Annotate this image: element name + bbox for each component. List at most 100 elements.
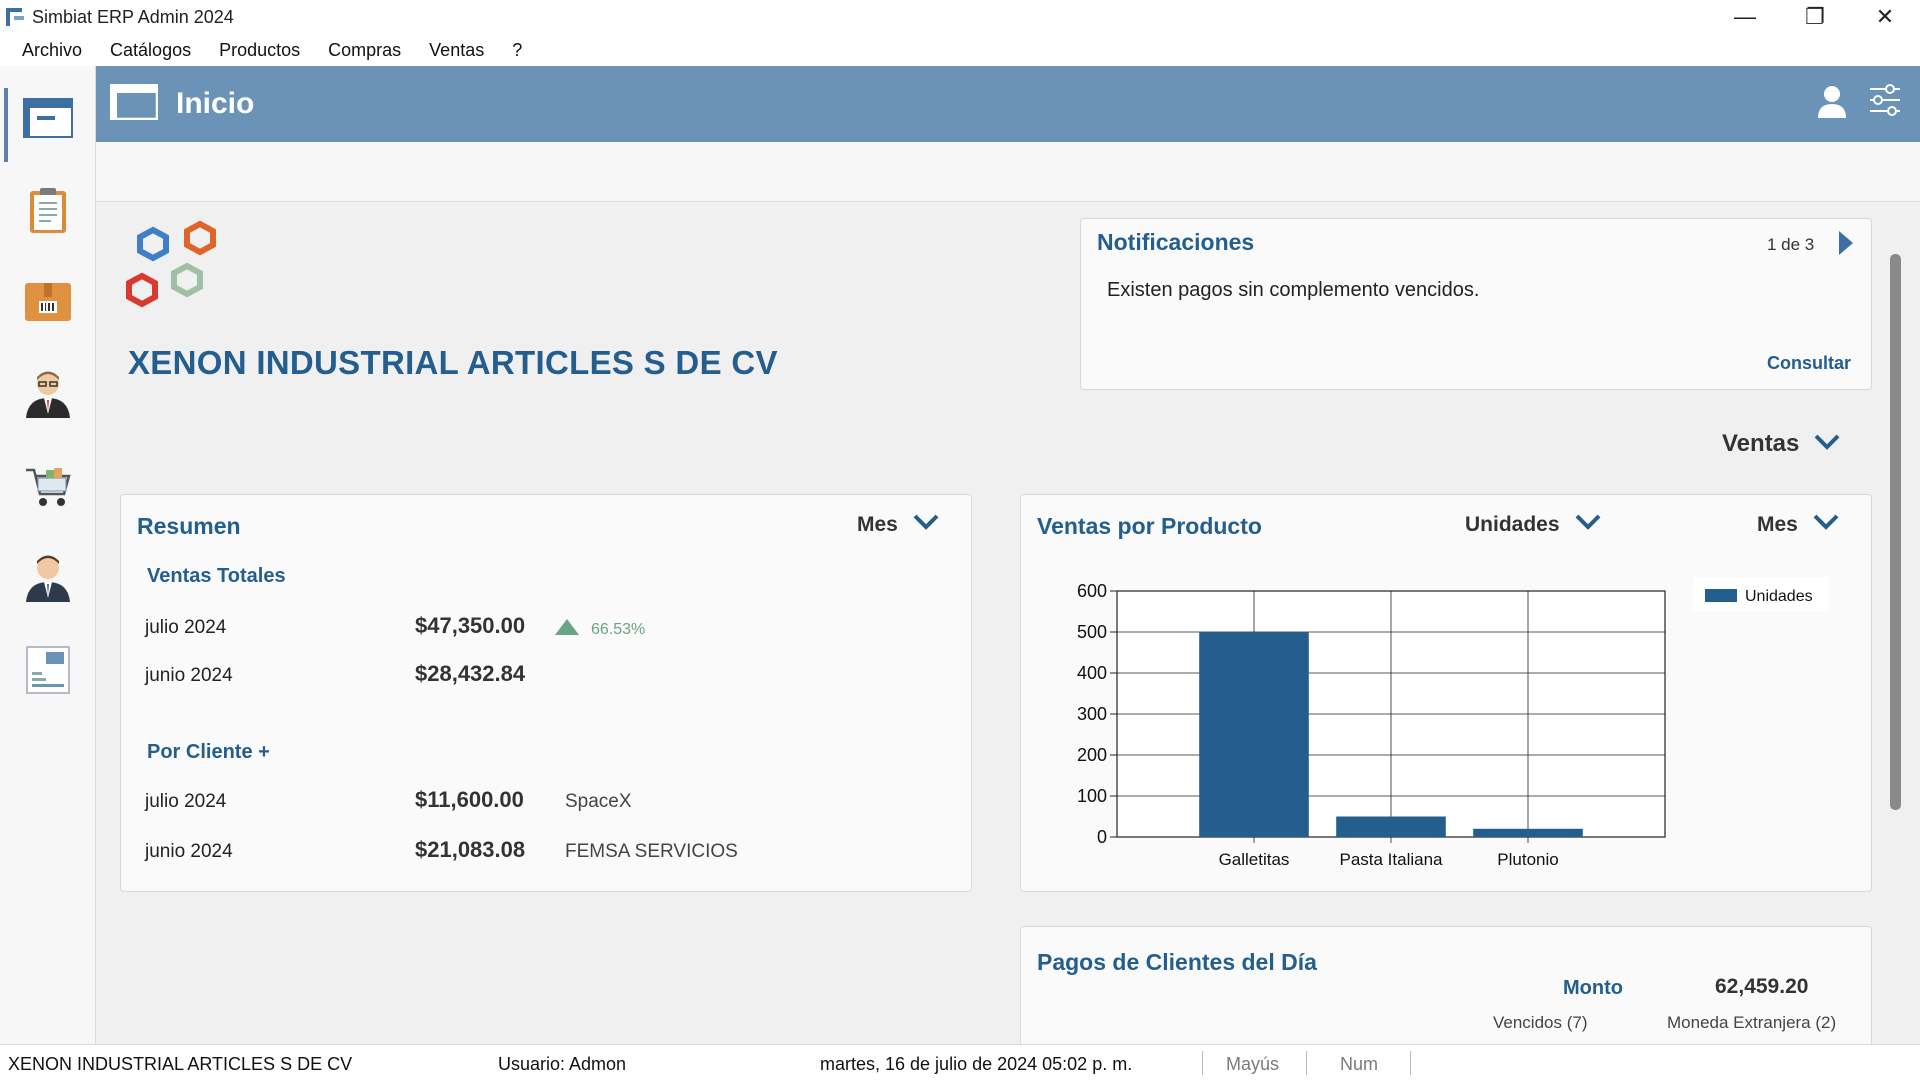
next-arrow-icon[interactable] (1837, 231, 1853, 260)
title-bar: Simbiat ERP Admin 2024 — ❐ ✕ (0, 0, 1920, 34)
chevron-down-icon (1813, 430, 1841, 458)
clipboard-icon (28, 186, 68, 239)
sidebar-item-compras[interactable] (0, 442, 96, 534)
chevron-down-icon (912, 513, 940, 537)
app-logo-icon (4, 6, 26, 28)
cliente-row-amount: $21,083.08 (415, 837, 526, 862)
close-button[interactable]: ✕ (1875, 4, 1895, 29)
supplier-person-icon (24, 368, 72, 425)
invoice-document-icon (26, 645, 70, 699)
y-tick-label: 600 (1077, 581, 1107, 601)
status-bar: XENON INDUSTRIAL ARTICLES S DE CV Usuari… (0, 1044, 1920, 1080)
restore-button[interactable]: ❐ (1805, 4, 1825, 29)
ventas-totales-title: Ventas Totales (147, 565, 286, 587)
ventas-dropdown[interactable]: Ventas (1722, 430, 1841, 458)
resumen-period-dropdown[interactable]: Mes (857, 513, 940, 537)
y-tick-label: 200 (1077, 745, 1107, 765)
menu-catalogos[interactable]: Catálogos (110, 39, 192, 60)
sidebar-item-documentos[interactable] (0, 166, 96, 258)
monto-value: 62,459.20 (1715, 975, 1809, 998)
sidebar-item-productos[interactable] (0, 258, 96, 350)
producto-period-dropdown[interactable]: Mes (1757, 513, 1840, 537)
status-caps-lock: Mayús (1226, 1054, 1280, 1074)
notifications-counter: 1 de 3 (1767, 235, 1815, 254)
sidebar (0, 66, 96, 1046)
legend-label: Unidades (1745, 588, 1813, 605)
product-box-icon (24, 281, 72, 328)
chevron-down-icon (1574, 513, 1602, 537)
window-title: Simbiat ERP Admin 2024 (32, 6, 234, 27)
minimize-button[interactable]: — (1734, 4, 1756, 29)
vencidos-link[interactable]: Vencidos (7) (1493, 1013, 1588, 1032)
monto-label: Monto (1563, 977, 1623, 999)
status-company: XENON INDUSTRIAL ARTICLES S DE CV (8, 1054, 353, 1074)
por-cliente-toggle[interactable]: Por Cliente + (147, 741, 270, 763)
producto-period-label: Mes (1757, 513, 1798, 536)
customer-person-icon (24, 552, 72, 609)
ventas-producto-panel: Ventas por Producto Unidades Mes 0 100 200… (1020, 494, 1872, 892)
sidebar-item-proveedores[interactable] (0, 350, 96, 442)
cliente-row-label: julio 2024 (145, 791, 227, 812)
x-tick-label: Pasta Italiana (1339, 850, 1443, 869)
cliente-row-name: FEMSA SERVICIOS (565, 841, 738, 862)
status-divider (1306, 1051, 1307, 1075)
company-logo (116, 218, 232, 335)
metric-dropdown-label: Unidades (1465, 513, 1560, 536)
bar (1473, 828, 1583, 837)
ventas-row-label: junio 2024 (145, 665, 233, 686)
shopping-cart-icon (24, 464, 72, 513)
x-tick-label: Galletitas (1219, 850, 1290, 869)
menu-productos[interactable]: Productos (219, 39, 301, 60)
y-tick-label: 100 (1077, 786, 1107, 806)
bar (1199, 632, 1309, 837)
cliente-row-name: SpaceX (565, 791, 632, 812)
status-num-lock: Num (1340, 1054, 1379, 1074)
resumen-title: Resumen (137, 513, 241, 539)
ventas-change-percent: 66.53% (591, 620, 646, 638)
menu-help[interactable]: ? (512, 39, 523, 60)
menu-bar: Archivo Catálogos Productos Compras Vent… (0, 34, 1920, 66)
home-dashboard-icon (23, 97, 73, 143)
notification-message: Existen pagos sin complemento vencidos. (1107, 279, 1480, 301)
x-tick-label: Plutonio (1497, 850, 1558, 869)
menu-ventas[interactable]: Ventas (429, 39, 485, 60)
ventas-producto-chart: 0 100 200 300 400 500 600 Galletitas Pasta Itali… (1077, 577, 1829, 869)
sidebar-item-clientes[interactable] (0, 534, 96, 626)
ventas-row-label: julio 2024 (145, 617, 227, 638)
sliders-icon[interactable] (1868, 84, 1902, 123)
page-header: Inicio (96, 66, 1920, 142)
user-icon[interactable] (1816, 84, 1848, 123)
scrollbar-thumb[interactable] (1890, 254, 1901, 810)
ventas-producto-title: Ventas por Producto (1037, 513, 1262, 539)
consultar-link[interactable]: Consultar (1767, 353, 1852, 373)
cliente-row-amount: $11,600.00 (415, 787, 524, 812)
resumen-period-label: Mes (857, 513, 898, 536)
metric-dropdown[interactable]: Unidades (1465, 513, 1602, 537)
chevron-down-icon (1812, 513, 1840, 537)
menu-compras[interactable]: Compras (328, 39, 402, 60)
moneda-extranjera-link[interactable]: Moneda Extranjera (2) (1667, 1013, 1837, 1032)
ventas-change: 66.53% (555, 619, 645, 640)
sidebar-item-inicio[interactable] (0, 74, 96, 166)
y-tick-label: 500 (1077, 622, 1107, 642)
sidebar-item-facturas[interactable] (0, 626, 96, 718)
status-user: Usuario: Admon (498, 1054, 627, 1074)
y-tick-label: 0 (1097, 827, 1107, 847)
notifications-title: Notificaciones (1097, 229, 1255, 255)
status-datetime: martes, 16 de julio de 2024 05:02 p. m. (820, 1054, 1133, 1074)
page-title: Inicio (176, 87, 255, 120)
y-tick-label: 400 (1077, 663, 1107, 683)
pagos-title: Pagos de Clientes del Día (1037, 949, 1317, 975)
page-header-icon (109, 83, 159, 125)
ventas-row-amount: $47,350.00 (415, 613, 526, 638)
cliente-row-label: junio 2024 (145, 841, 233, 862)
menu-archivo[interactable]: Archivo (22, 39, 83, 60)
notifications-panel: Notificaciones 1 de 3 Existen pagos sin … (1080, 218, 1872, 390)
status-divider (1410, 1051, 1411, 1075)
company-name: XENON INDUSTRIAL ARTICLES S DE CV (128, 344, 778, 381)
pagos-panel: Pagos de Clientes del Día Monto 62,459.2… (1020, 926, 1872, 1066)
legend-swatch (1705, 589, 1737, 602)
trend-up-icon (555, 619, 579, 640)
dashboard-content: XENON INDUSTRIAL ARTICLES S DE CV Notifi… (96, 202, 1886, 1066)
status-divider (1202, 1051, 1203, 1075)
